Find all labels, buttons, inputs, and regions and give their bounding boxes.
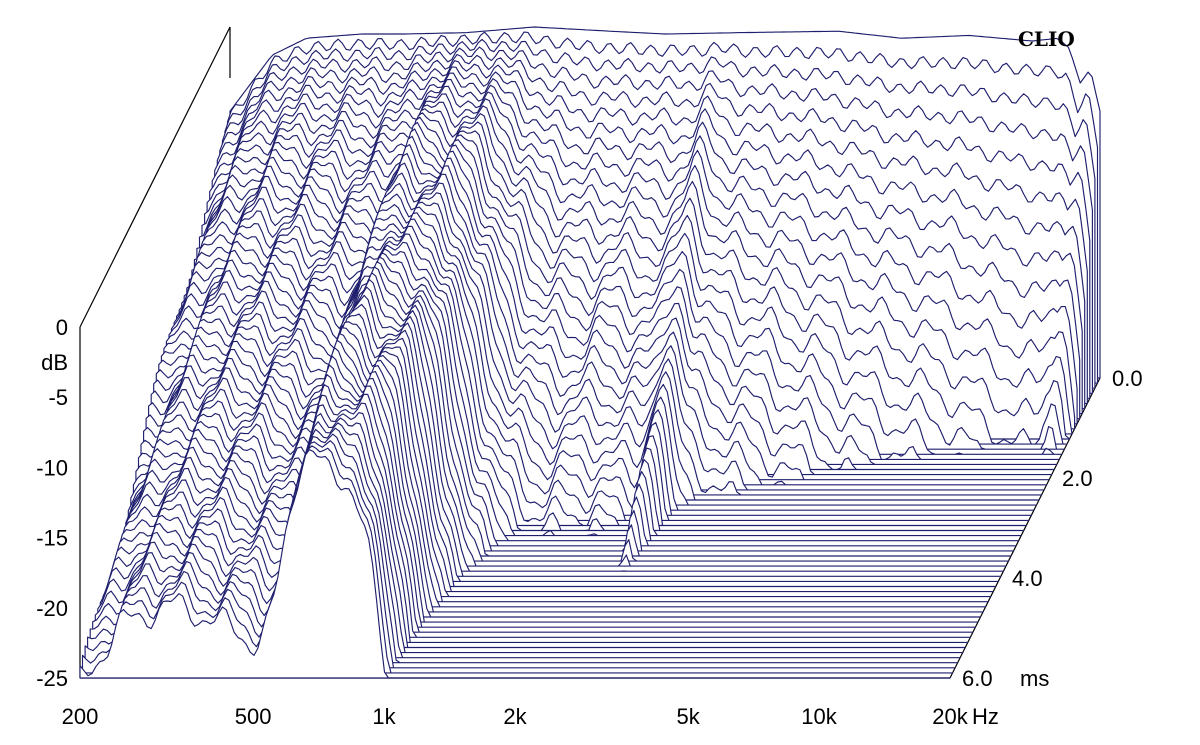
x-tick-label-0: 200: [62, 704, 99, 729]
y-tick-label-3: -15: [36, 526, 68, 551]
x-tick-label-3: 2k: [503, 704, 527, 729]
y-tick-label-1: -5: [48, 385, 68, 410]
z-axis-label: ms: [1020, 666, 1049, 691]
x-tick-label-2: 1k: [372, 704, 396, 729]
y-tick-label-0: 0: [56, 315, 68, 340]
y-tick-label-5: -25: [36, 666, 68, 691]
decay-slice-59: [79, 449, 951, 679]
decay-slices: [79, 26, 1101, 679]
x-tick-label-4: 5k: [676, 704, 700, 729]
x-axis-label: Hz: [972, 704, 999, 729]
y-tick-label-4: -20: [36, 596, 68, 621]
x-tick-label-1: 500: [235, 704, 272, 729]
x-tick-label-6: 20k: [932, 704, 968, 729]
axis-labels: 0 -5 -10 -15 -20 -25 dB 200 500 1k 2k 5k 10k 20k Hz 0.0…: [36, 315, 1142, 729]
z-tick-label-1: 2.0: [1062, 466, 1093, 491]
clio-watermark: CLIO: [1018, 27, 1075, 51]
z-tick-label-2: 4.0: [1012, 566, 1043, 591]
z-tick-label-3: 6.0: [962, 666, 993, 691]
x-tick-label-5: 10k: [801, 704, 837, 729]
y-axis-label: dB: [41, 350, 68, 375]
top-left-edge: [79, 26, 231, 328]
y-tick-label-2: -10: [36, 455, 68, 480]
z-tick-label-0: 0.0: [1112, 366, 1143, 391]
